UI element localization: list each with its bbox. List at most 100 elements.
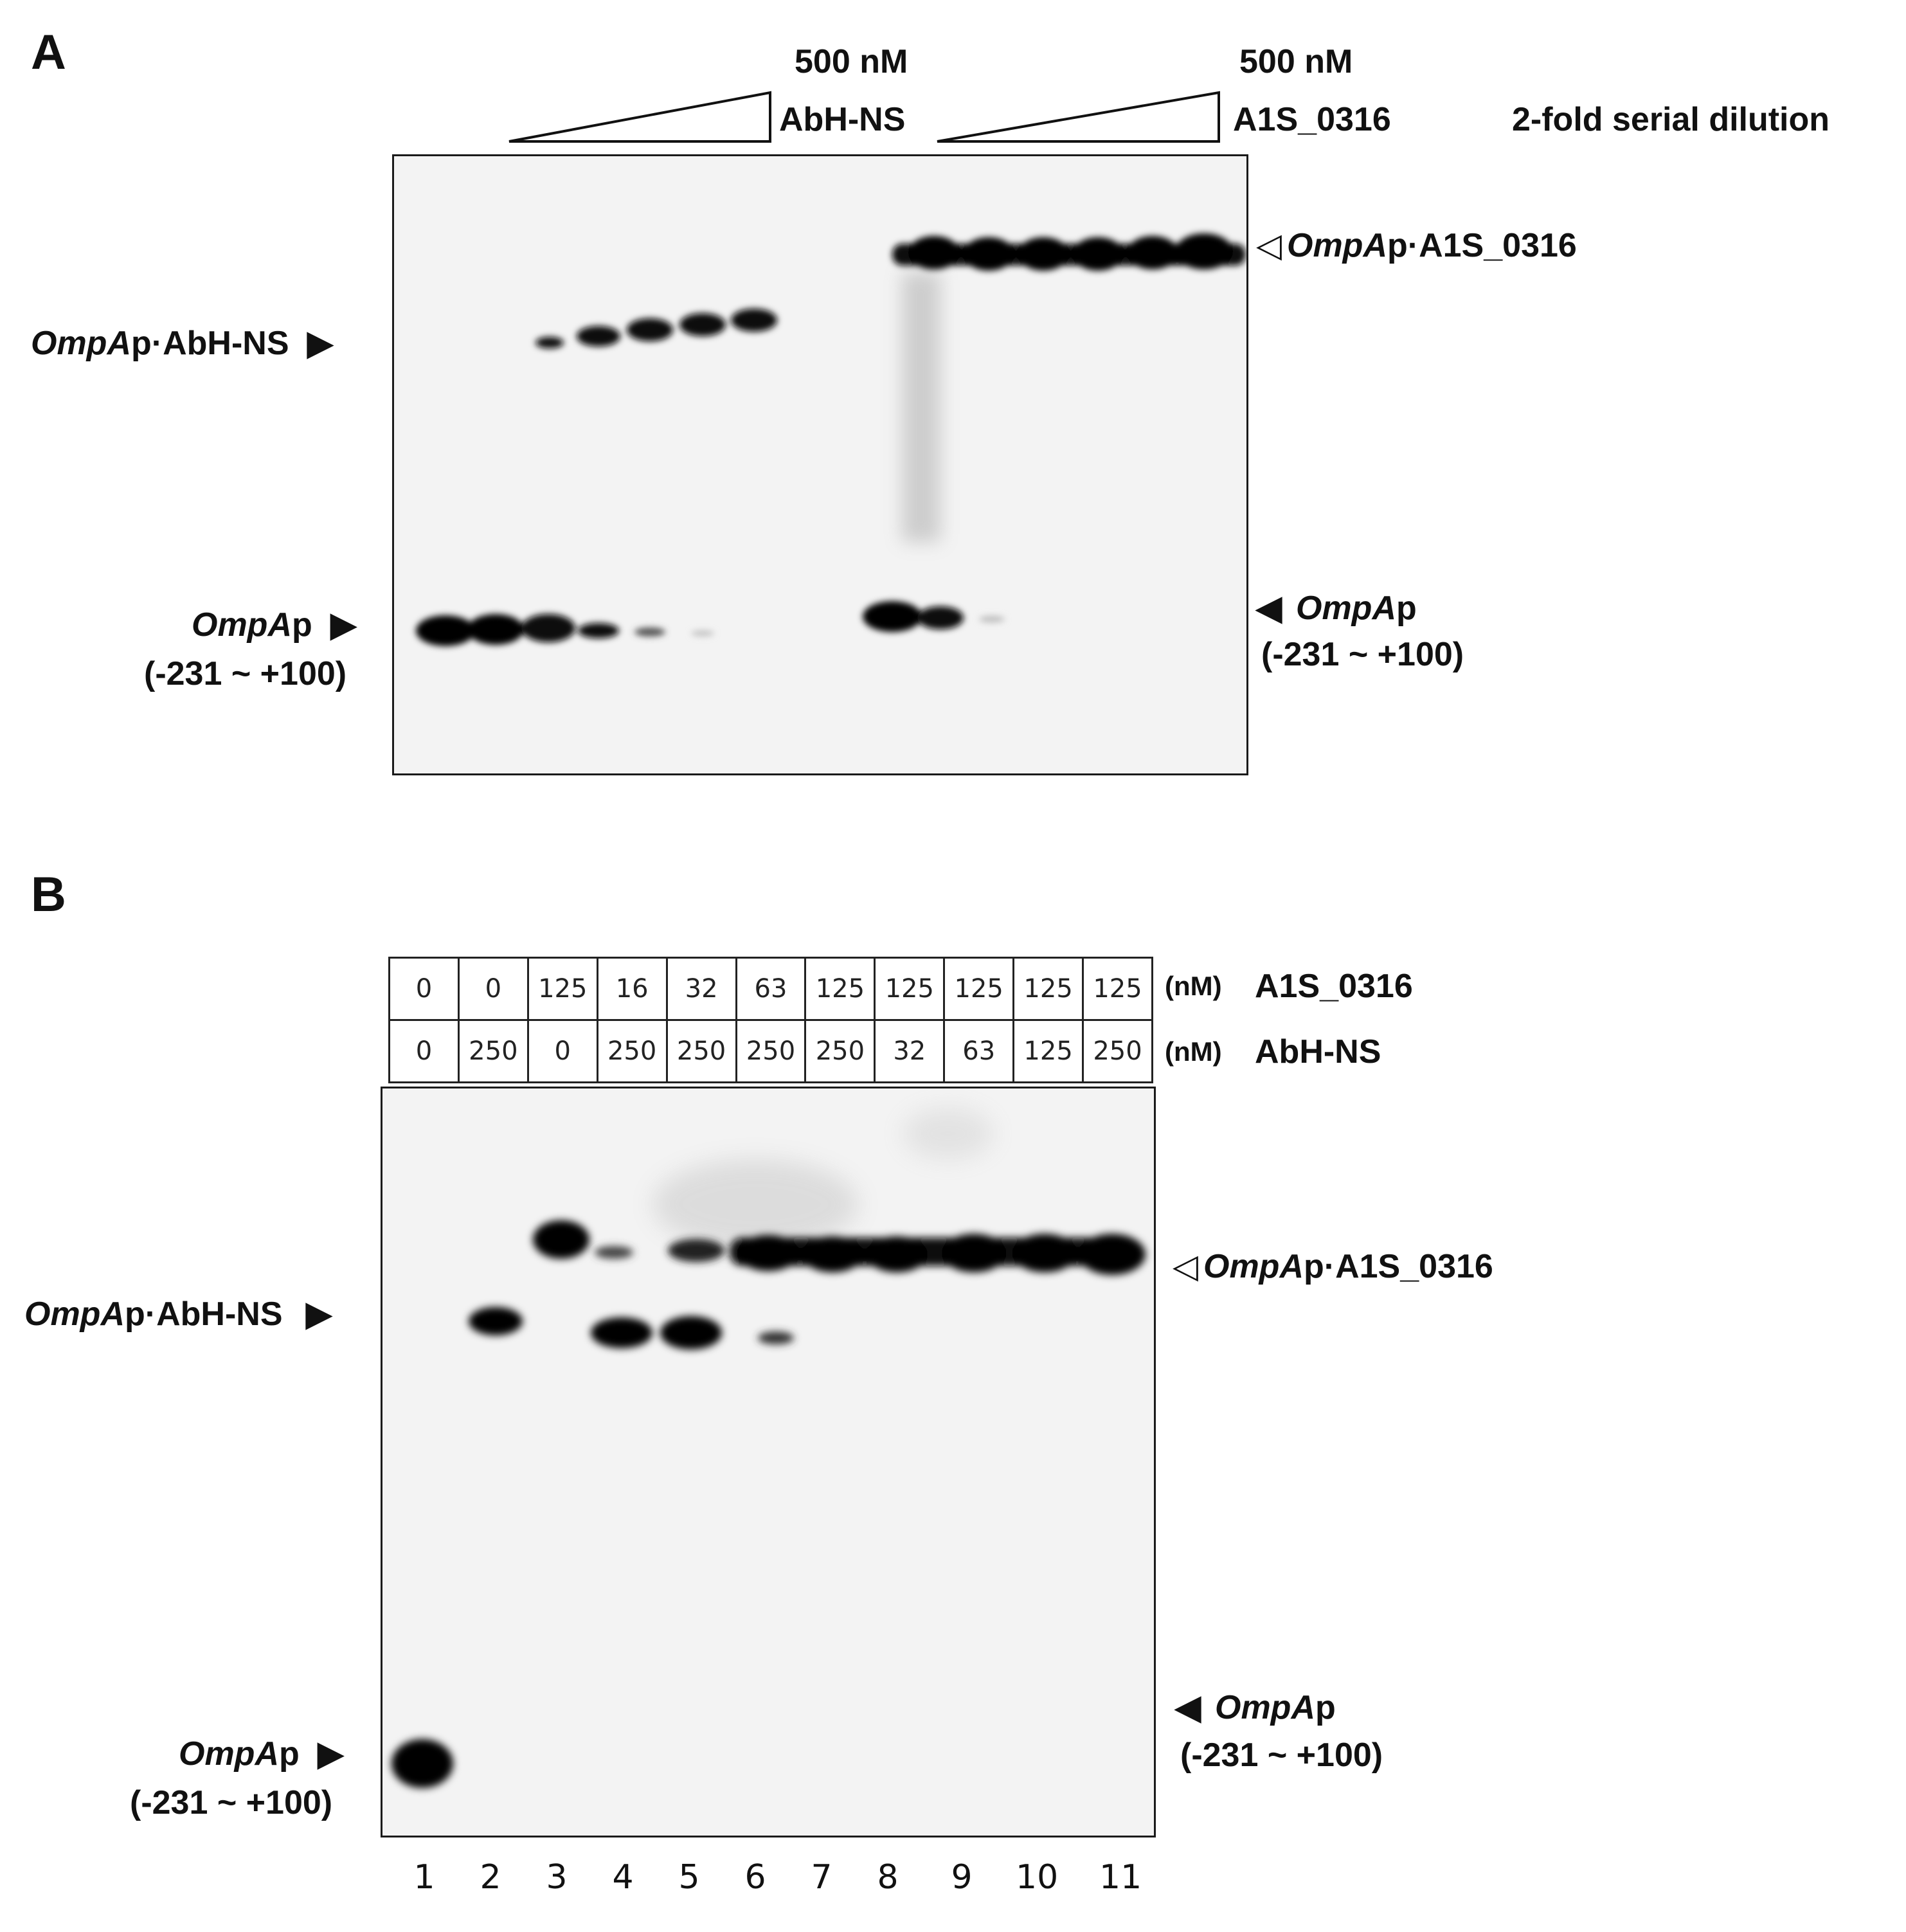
gel-b-left-complex-label: OmpAp·AbH-NS ▶ xyxy=(24,1296,332,1333)
row-a1s-unit: (nM) xyxy=(1165,971,1222,1001)
gel-b-band xyxy=(1012,1234,1077,1272)
table-cell: 125 xyxy=(1012,957,1084,1021)
gel-a-band xyxy=(467,614,524,645)
gel-a-band xyxy=(1127,236,1178,269)
table-cell: 0 xyxy=(457,957,529,1021)
gel-a-right-probe-label: ◀ OmpAp xyxy=(1256,590,1417,627)
triangle-1-top-label: 500 nM xyxy=(795,43,908,80)
table-cell: 0 xyxy=(388,957,460,1021)
table-cell: 125 xyxy=(804,957,876,1021)
lane-number: 3 xyxy=(546,1858,568,1897)
gel-a-band xyxy=(627,318,673,341)
gel-a-band xyxy=(731,309,777,332)
triangle-2-top-label: 500 nM xyxy=(1239,43,1353,80)
table-cell: 250 xyxy=(1082,1019,1153,1083)
gel-b-band xyxy=(391,1739,453,1788)
filled-right-arrow-icon: ▶ xyxy=(330,606,357,644)
table-cell: 63 xyxy=(943,1019,1015,1083)
gel-a-band xyxy=(1175,233,1233,269)
gel-a-band xyxy=(908,236,960,269)
gel-b-right-probe-range: (-231 ~ +100) xyxy=(1180,1737,1383,1774)
gel-b xyxy=(381,1087,1156,1837)
lane-number: 9 xyxy=(951,1858,973,1897)
gel-b-band xyxy=(758,1332,794,1344)
lane-number: 8 xyxy=(877,1858,899,1897)
dilution-note: 2-fold serial dilution xyxy=(1512,101,1830,138)
filled-right-arrow-icon: ▶ xyxy=(305,1296,332,1333)
gel-b-band xyxy=(533,1220,589,1259)
table-cell: 125 xyxy=(943,957,1015,1021)
gel-a-band xyxy=(1072,237,1124,271)
table-row-abh-ns: 0 250 0 250 250 250 250 32 63 125 250 xyxy=(388,1019,1153,1083)
gel-a-band xyxy=(578,623,619,638)
gel-a-band xyxy=(521,614,575,642)
filled-right-arrow-icon: ▶ xyxy=(307,325,333,362)
gel-b-right-probe-label: ◀ OmpAp xyxy=(1175,1689,1336,1726)
gel-a-right-complex-label: ◁ OmpAp·A1S_0316 xyxy=(1256,227,1577,264)
gel-b-band xyxy=(866,1236,928,1272)
gel-b-band xyxy=(942,1234,1006,1272)
table-cell: 0 xyxy=(526,1019,598,1083)
gel-b-band xyxy=(802,1236,863,1272)
table-cell: 125 xyxy=(526,957,598,1021)
gel-a-left-probe-label: OmpAp ▶ xyxy=(192,606,357,644)
row-abhns-protein: AbH-NS xyxy=(1255,1033,1381,1070)
table-row-a1s-0316: 0 0 125 16 32 63 125 125 125 125 125 xyxy=(388,957,1153,1021)
table-cell: 32 xyxy=(665,957,737,1021)
table-cell: 250 xyxy=(665,1019,737,1083)
gel-a-band xyxy=(963,237,1014,271)
gel-b-band xyxy=(591,1317,652,1348)
gel-a-band xyxy=(634,627,665,636)
gel-a-left-complex-label: OmpAp·AbH-NS ▶ xyxy=(31,325,333,362)
gel-b-bands xyxy=(391,1108,1146,1788)
gel-b-band xyxy=(595,1246,633,1259)
table-cell: 125 xyxy=(1082,957,1153,1021)
table-cell: 250 xyxy=(596,1019,668,1083)
gel-a-band xyxy=(679,313,726,336)
filled-right-arrow-icon: ▶ xyxy=(318,1735,344,1773)
gel-b-band xyxy=(660,1316,722,1350)
lane-number: 4 xyxy=(612,1858,634,1897)
open-left-arrow-icon: ◁ xyxy=(1256,227,1282,264)
filled-left-arrow-icon: ◀ xyxy=(1256,590,1282,627)
table-cell: 250 xyxy=(457,1019,529,1083)
gel-a-bands xyxy=(416,233,1246,646)
gel-a-right-probe-range: (-231 ~ +100) xyxy=(1261,636,1464,673)
gel-b-band xyxy=(737,1235,799,1271)
triangle-2-side-label: A1S_0316 xyxy=(1233,101,1391,138)
table-cell: 250 xyxy=(804,1019,876,1083)
lane-number: 11 xyxy=(1099,1858,1142,1897)
lane-number: 6 xyxy=(744,1858,766,1897)
gel-a-band xyxy=(1018,237,1069,271)
gel-b-left-probe-range: (-231 ~ +100) xyxy=(130,1784,333,1821)
table-cell: 125 xyxy=(874,957,946,1021)
table-cell: 125 xyxy=(1012,1019,1084,1083)
panel-a-label: A xyxy=(31,25,66,80)
gel-a-band xyxy=(577,326,620,347)
gel-b-left-probe-label: OmpAp ▶ xyxy=(179,1735,344,1773)
open-left-arrow-icon: ◁ xyxy=(1173,1248,1198,1285)
triangle-2-gradient-icon xyxy=(937,91,1220,143)
lane-number: 5 xyxy=(678,1858,700,1897)
table-cell: 63 xyxy=(735,957,807,1021)
gel-b-band xyxy=(1079,1234,1146,1275)
table-cell: 0 xyxy=(388,1019,460,1083)
table-cell: 16 xyxy=(596,957,668,1021)
row-abhns-unit: (nM) xyxy=(1165,1036,1222,1067)
lane-number: 10 xyxy=(1016,1858,1059,1897)
concentration-table: 0 0 125 16 32 63 125 125 125 125 125 0 2… xyxy=(388,957,1153,1083)
lane-number: 7 xyxy=(811,1858,832,1897)
gel-b-band xyxy=(668,1239,724,1262)
gel-a-band xyxy=(979,616,1005,622)
triangle-1-side-label: AbH-NS xyxy=(779,101,906,138)
triangle-1-gradient-icon xyxy=(508,91,771,143)
filled-left-arrow-icon: ◀ xyxy=(1175,1689,1201,1726)
gel-a-band xyxy=(863,601,922,632)
gel-a-band xyxy=(535,337,564,348)
gel-b-band xyxy=(469,1307,523,1335)
gel-a-band xyxy=(917,606,964,629)
lane-number: 1 xyxy=(413,1858,435,1897)
gel-a-band xyxy=(416,615,475,646)
gel-a-left-probe-range: (-231 ~ +100) xyxy=(144,655,347,692)
panel-b-label: B xyxy=(31,867,66,922)
